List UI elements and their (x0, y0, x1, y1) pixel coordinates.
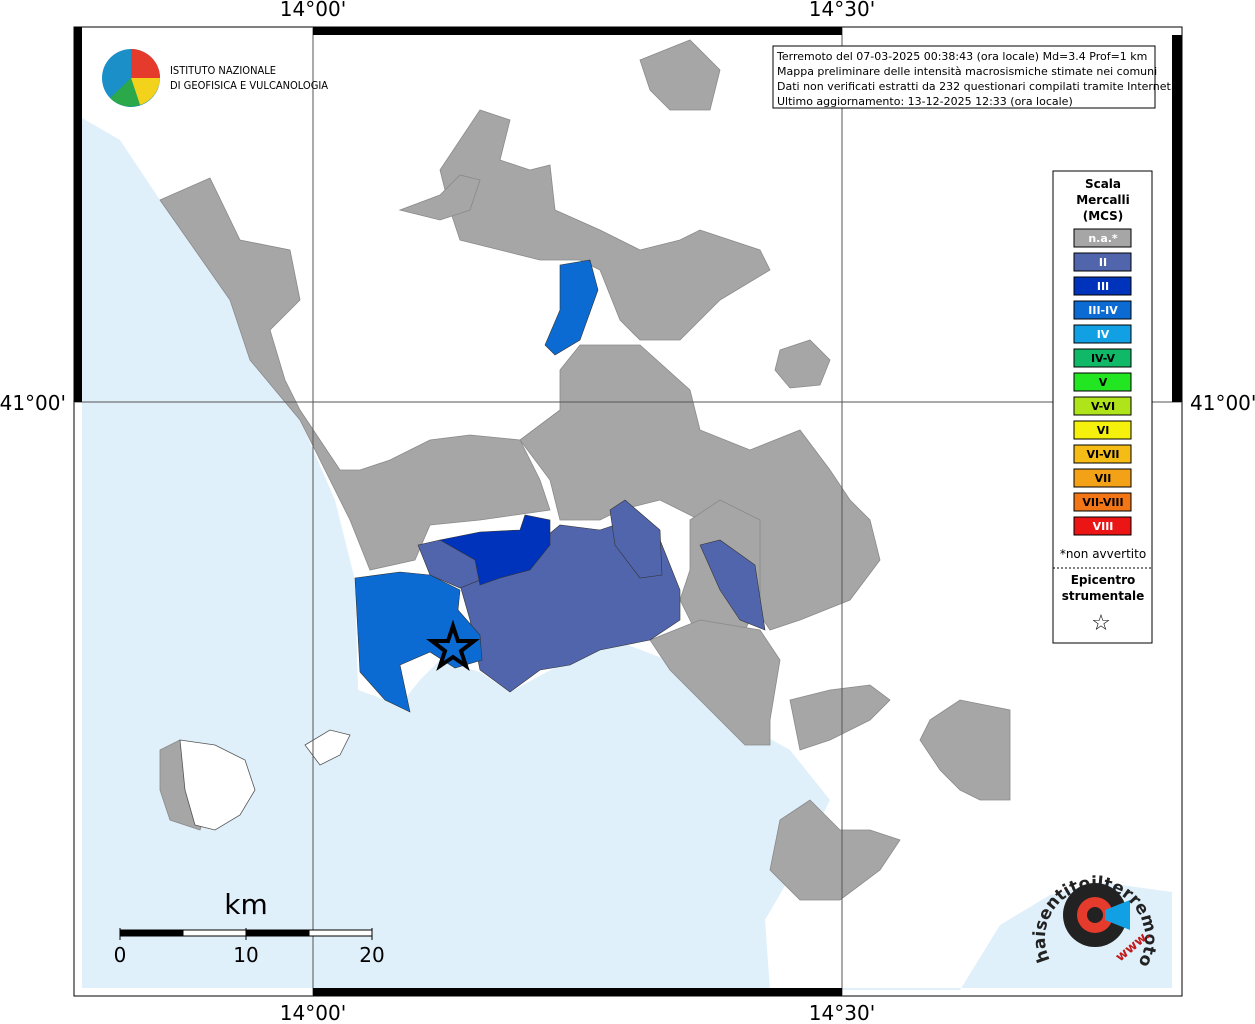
island (304, 729, 351, 766)
epicenter-star (426, 619, 480, 672)
legend-swatch (1073, 300, 1132, 320)
legend-swatch (1073, 468, 1132, 488)
sea (82, 118, 1172, 990)
frame-bar (313, 988, 842, 996)
legend-label: II (1099, 256, 1107, 269)
frame-bar (74, 27, 82, 402)
legend-swatch (1073, 228, 1132, 248)
legend-title: Mercalli (1076, 193, 1130, 207)
legend-swatch (1073, 396, 1132, 416)
legend-label: III-IV (1088, 304, 1118, 317)
legend-epicenter: strumentale (1062, 589, 1145, 603)
lon-label: 14°00' (280, 0, 346, 21)
info-box: Terremoto del 07-03-2025 00:38:43 (ora l… (772, 45, 1174, 109)
logo-segment (110, 78, 140, 107)
scale-bar: km 0 10 20 (114, 888, 385, 967)
scale-tick-label: 0 (114, 943, 127, 967)
lat-label: 41°00' (0, 391, 66, 415)
legend-swatch (1073, 252, 1132, 272)
legend-label: IV-V (1091, 352, 1116, 365)
lon-label: 14°30' (809, 0, 875, 21)
legend-star: ☆ (1091, 611, 1111, 636)
legend-label: VII-VIII (1082, 496, 1123, 509)
scale-tick-label: 20 (359, 943, 384, 967)
legend-swatch (1073, 276, 1132, 296)
logo-text: ISTITUTO NAZIONALE (170, 64, 276, 77)
legend-label: IV (1097, 328, 1110, 341)
watermark-speaker (1105, 900, 1130, 930)
legend-note: *non avvertito (1060, 547, 1146, 561)
island (179, 739, 256, 831)
info-line: Dati non verificati estratti da 232 ques… (777, 80, 1174, 93)
legend-label: VI (1097, 424, 1110, 437)
legend-label: VII (1095, 472, 1112, 485)
logo-segment (131, 78, 160, 105)
legend-title: (MCS) (1083, 209, 1124, 223)
frame-bar (1172, 35, 1182, 402)
lon-label: 14°30' (809, 1001, 875, 1024)
scale-tick-label: 10 (233, 943, 258, 967)
scale-segment (245, 929, 310, 937)
legend-swatch (1073, 444, 1132, 464)
info-line: Terremoto del 07-03-2025 00:38:43 (ora l… (776, 50, 1147, 63)
municipalities-na (159, 39, 1011, 901)
logo-segment (131, 49, 160, 78)
graticule (74, 27, 1182, 996)
legend-label: n.a.* (1088, 232, 1118, 245)
scale-segment (119, 929, 184, 937)
info-line: Mappa preliminare delle intensità macros… (777, 65, 1157, 78)
legend-epicenter: Epicentro (1071, 573, 1136, 587)
lat-label: 41°00' (1190, 391, 1255, 415)
legend-swatch (1073, 516, 1132, 536)
legend-label: V-VI (1091, 400, 1115, 413)
watermark-circle (1087, 907, 1103, 923)
legend-swatch (1073, 348, 1132, 368)
legend: Scala Mercalli (MCS) *non avvertito Epic… (1052, 170, 1153, 644)
legend-title: Scala (1085, 177, 1121, 191)
legend-swatch (1073, 420, 1132, 440)
scale-segment (182, 929, 247, 937)
legend-label: III (1097, 280, 1109, 293)
lon-label: 14°00' (280, 1001, 346, 1024)
municipalities-felt (354, 259, 766, 713)
info-box-frame (772, 45, 1156, 109)
legend-swatch (1073, 324, 1132, 344)
ingv-logo: ISTITUTO NAZIONALE DI GEOFISICA E VULCAN… (102, 49, 328, 107)
legend-label: VI-VII (1086, 448, 1119, 461)
legend-label: VIII (1093, 520, 1114, 533)
legend-label: V (1099, 376, 1108, 389)
scale-segment (308, 929, 373, 937)
legend-swatch (1073, 492, 1132, 512)
logo-text: DI GEOFISICA E VULCANOLOGIA (170, 79, 328, 92)
legend-swatch (1073, 372, 1132, 392)
info-line: Ultimo aggiornamento: 13-12-2025 12:33 (… (777, 95, 1073, 108)
frame-bar (313, 27, 842, 35)
scale-unit: km (224, 888, 268, 921)
